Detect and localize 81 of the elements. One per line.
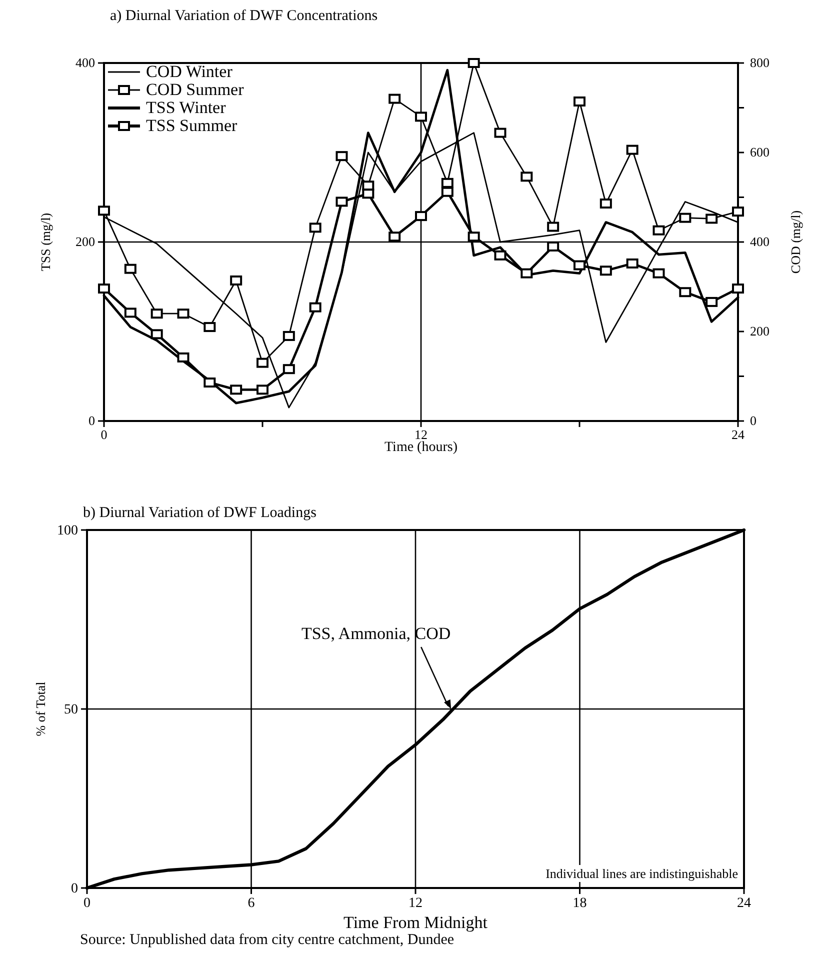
point [547,241,560,252]
point [256,358,268,368]
point [336,151,348,162]
point [388,232,401,242]
y-tick-label: 0 [71,881,78,896]
point [204,322,216,332]
point [706,296,718,307]
legend-label: COD Summer [146,80,244,99]
point [679,287,692,298]
point [204,378,216,388]
x-tick-label: 12 [414,427,428,442]
y2-tick-label: 200 [750,324,770,339]
x-tick-label: 24 [732,427,745,442]
point [282,364,295,374]
point [494,128,506,138]
point [652,268,665,278]
y2-tick-label: 600 [750,144,770,160]
y-axis-title: % of Total [33,681,48,736]
point [124,308,136,318]
y2-tick-label: 0 [750,413,756,428]
point [626,144,638,155]
point [98,206,110,216]
point [520,172,533,182]
point [124,264,136,274]
y-tick-label: 400 [76,55,95,70]
point [98,284,110,294]
point [150,329,163,340]
x-axis-title: Time From Midnight [344,913,488,932]
point [230,384,242,395]
y-axis-title: TSS (mg/l) [38,212,53,272]
point [388,94,401,104]
point [415,112,427,122]
point [230,275,242,286]
legend-label: TSS Summer [146,116,238,135]
point [652,225,665,236]
x-axis-title: Time (hours) [384,440,458,455]
point [336,196,348,207]
point [309,222,322,233]
point [150,308,163,319]
point [547,222,560,232]
x-tick-label: 12 [408,896,422,911]
chart-title: b) Diurnal Variation of DWF Loadings [83,505,317,521]
point [600,198,612,209]
point [415,211,427,222]
y-tick-label: 100 [57,523,78,538]
source-note: Source: Unpublished data from city centre catchment, Dundee [80,932,454,948]
annotation: Individual lines are indistinguishable [546,866,738,881]
point [600,266,612,276]
point [441,186,454,197]
point [520,268,533,278]
point [177,308,190,319]
point [441,178,454,188]
point [362,188,374,199]
x-tick-label: 6 [248,896,255,911]
point [574,96,586,106]
annotation: TSS, Ammonia, COD [301,624,451,643]
x-tick-label: 18 [572,896,587,911]
point [468,58,480,68]
y-tick-label: 200 [76,234,95,250]
point [732,284,744,294]
y2-tick-label: 400 [750,234,770,250]
chart-title: a) Diurnal Variation of DWF Concentrations [110,8,378,24]
y2-tick-label: 800 [750,55,770,70]
point [282,330,295,341]
legend-label: TSS Winter [146,98,226,117]
y-tick-label: 0 [88,413,95,428]
y2-axis-title: COD (mg/l) [788,210,803,274]
point [574,260,586,270]
point [732,206,744,217]
x-tick-label: 24 [737,896,751,911]
point [626,258,638,268]
point [256,384,268,395]
legend-label: COD Winter [146,62,233,81]
point [679,212,692,223]
point [706,214,718,224]
point [468,232,480,242]
point [309,302,322,312]
x-tick-label: 0 [100,427,108,442]
point [177,352,190,362]
point [494,250,506,260]
y-tick-label: 50 [64,702,78,718]
